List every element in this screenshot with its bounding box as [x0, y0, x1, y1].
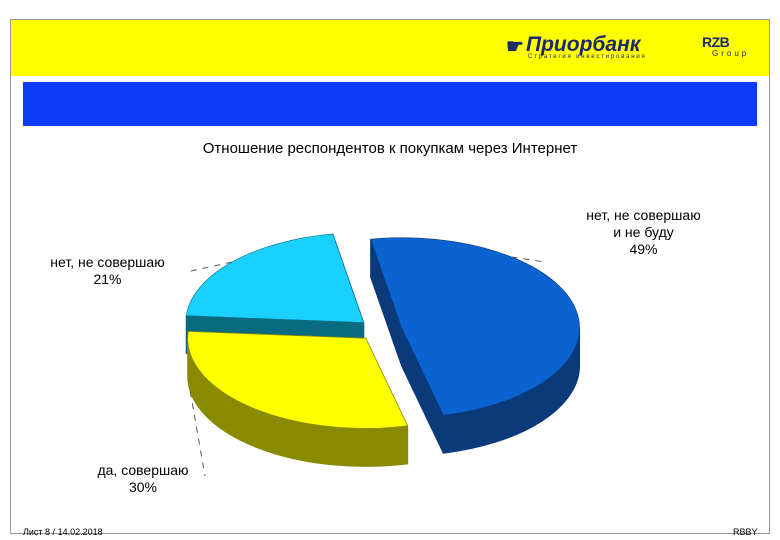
slice-label-line: нет, не совершаю	[50, 254, 165, 270]
priorbank-logo: ☛ Приорбанк Стратегия инвестирования	[506, 32, 666, 64]
slice-label-no-never: нет, не совершаю и не буду 49%	[566, 207, 721, 258]
priorbank-tagline: Стратегия инвестирования	[528, 54, 647, 60]
slice-value-label: 21%	[93, 271, 122, 287]
leader-line-1	[189, 391, 206, 477]
slice-yes-top	[187, 331, 409, 429]
leader-line-0	[511, 256, 546, 263]
title-band	[23, 82, 757, 126]
slide-frame	[10, 19, 770, 534]
slice-label-line: да, совершаю	[97, 462, 189, 478]
slice-label-yes: да, совершаю 30%	[68, 462, 218, 496]
footer-brand: RBBY	[733, 527, 758, 537]
rzb-group-logo: RZB Group	[702, 34, 754, 62]
priorbank-name: Приорбанк	[526, 33, 641, 56]
rzb-mark: RZB	[702, 34, 730, 50]
slide-info: Лист 8 / 14.02.2018	[23, 527, 103, 537]
slice-label-line: нет, не совершаю	[586, 207, 701, 223]
slice-value-label: 30%	[128, 479, 158, 495]
chart-title: Отношение респондентов к покупкам через …	[202, 140, 578, 157]
slice-label-line: и не буду	[613, 224, 674, 240]
header-band	[11, 20, 769, 76]
slice-no-top	[185, 233, 365, 323]
slice-label-no: нет, не совершаю 21%	[30, 254, 185, 288]
leader-line-2	[185, 261, 232, 273]
priorbank-mark-icon: ☛	[506, 36, 524, 58]
slice-no-never-top	[370, 237, 580, 416]
group-word: Group	[712, 49, 750, 58]
slice-value-label: 49%	[629, 241, 658, 257]
